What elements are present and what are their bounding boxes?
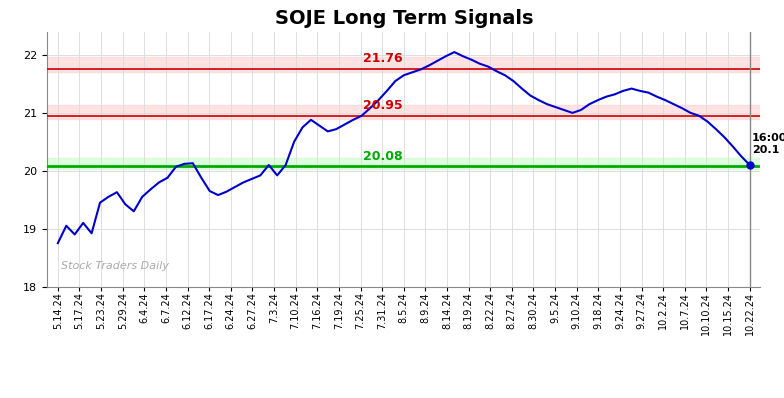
Bar — [47, 57, 760, 72]
Text: 20.08: 20.08 — [363, 150, 403, 163]
Text: 21.76: 21.76 — [363, 53, 403, 65]
Bar — [47, 158, 760, 169]
Text: Stock Traders Daily: Stock Traders Daily — [61, 261, 169, 271]
Text: 16:00
20.1: 16:00 20.1 — [752, 133, 784, 154]
Title: SOJE Long Term Signals: SOJE Long Term Signals — [274, 8, 533, 27]
Text: 20.95: 20.95 — [363, 100, 403, 112]
Bar — [47, 105, 760, 119]
